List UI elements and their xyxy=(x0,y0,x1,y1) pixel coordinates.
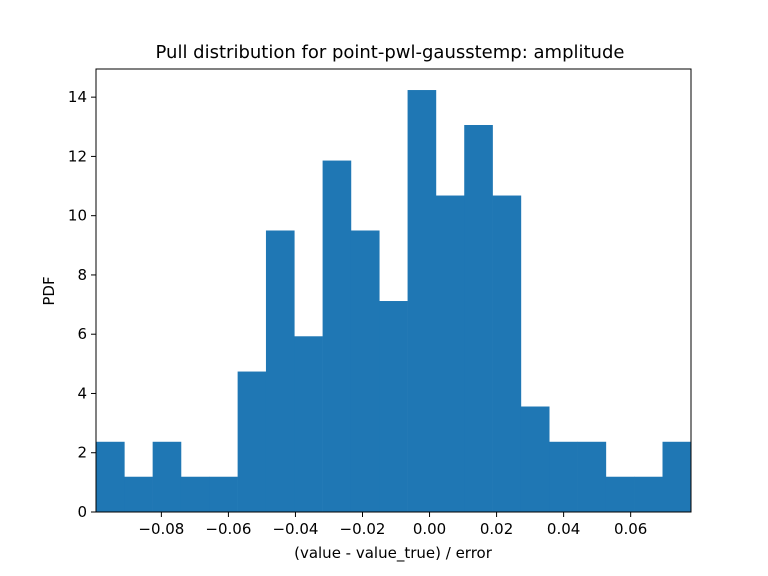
histogram-bar xyxy=(577,441,607,512)
bars-group xyxy=(96,90,692,513)
histogram-bar xyxy=(237,371,267,512)
histogram-bar xyxy=(124,476,153,512)
x-tick-label: −0.06 xyxy=(205,520,251,538)
y-tick-label: 0 xyxy=(77,503,87,521)
y-tick-label: 6 xyxy=(77,325,87,343)
histogram-bar xyxy=(96,441,125,512)
y-tick-label: 2 xyxy=(77,444,87,462)
x-axis-ticks: −0.08 −0.06 −0.04 −0.02 0.00 0.02 0.04 0.06 xyxy=(138,512,647,538)
y-tick-label: 10 xyxy=(68,207,87,225)
histogram-bar xyxy=(350,230,380,512)
histogram-bar xyxy=(407,90,437,513)
x-tick-label: 0.02 xyxy=(480,520,513,538)
plot-frame xyxy=(95,68,692,513)
histogram-bar xyxy=(209,476,238,512)
histogram-bar xyxy=(605,476,635,512)
histogram-bar xyxy=(265,230,295,512)
histogram-bar xyxy=(294,336,323,512)
x-tick-label: 0.00 xyxy=(413,520,446,538)
histogram-bar xyxy=(180,476,210,512)
y-tick-label: 12 xyxy=(68,147,87,165)
histogram-bar xyxy=(634,476,663,512)
histogram-bar xyxy=(464,125,493,512)
histogram-bar xyxy=(322,160,352,512)
y-tick-label: 4 xyxy=(77,384,87,402)
histogram-bar xyxy=(379,301,408,512)
histogram-bar xyxy=(662,441,692,512)
x-tick-label: −0.08 xyxy=(138,520,184,538)
y-tick-label: 14 xyxy=(68,88,87,106)
x-tick-label: 0.06 xyxy=(614,520,647,538)
x-tick-label: −0.02 xyxy=(340,520,386,538)
x-tick-label: 0.04 xyxy=(547,520,580,538)
y-axis-ticks: 0 2 4 6 8 10 12 14 xyxy=(68,88,96,521)
histogram-bar xyxy=(492,195,522,512)
histogram-bar xyxy=(152,441,182,512)
histogram-bar xyxy=(549,441,578,512)
chart-title: Pull distribution for point-pwl-gausstem… xyxy=(156,42,625,63)
x-tick-label: −0.04 xyxy=(272,520,318,538)
y-tick-label: 8 xyxy=(77,266,87,284)
x-axis-label: (value - value_true) / error xyxy=(294,544,493,563)
y-axis-label: PDF xyxy=(40,276,58,305)
histogram-bar xyxy=(520,406,550,512)
histogram-bar xyxy=(435,195,465,512)
